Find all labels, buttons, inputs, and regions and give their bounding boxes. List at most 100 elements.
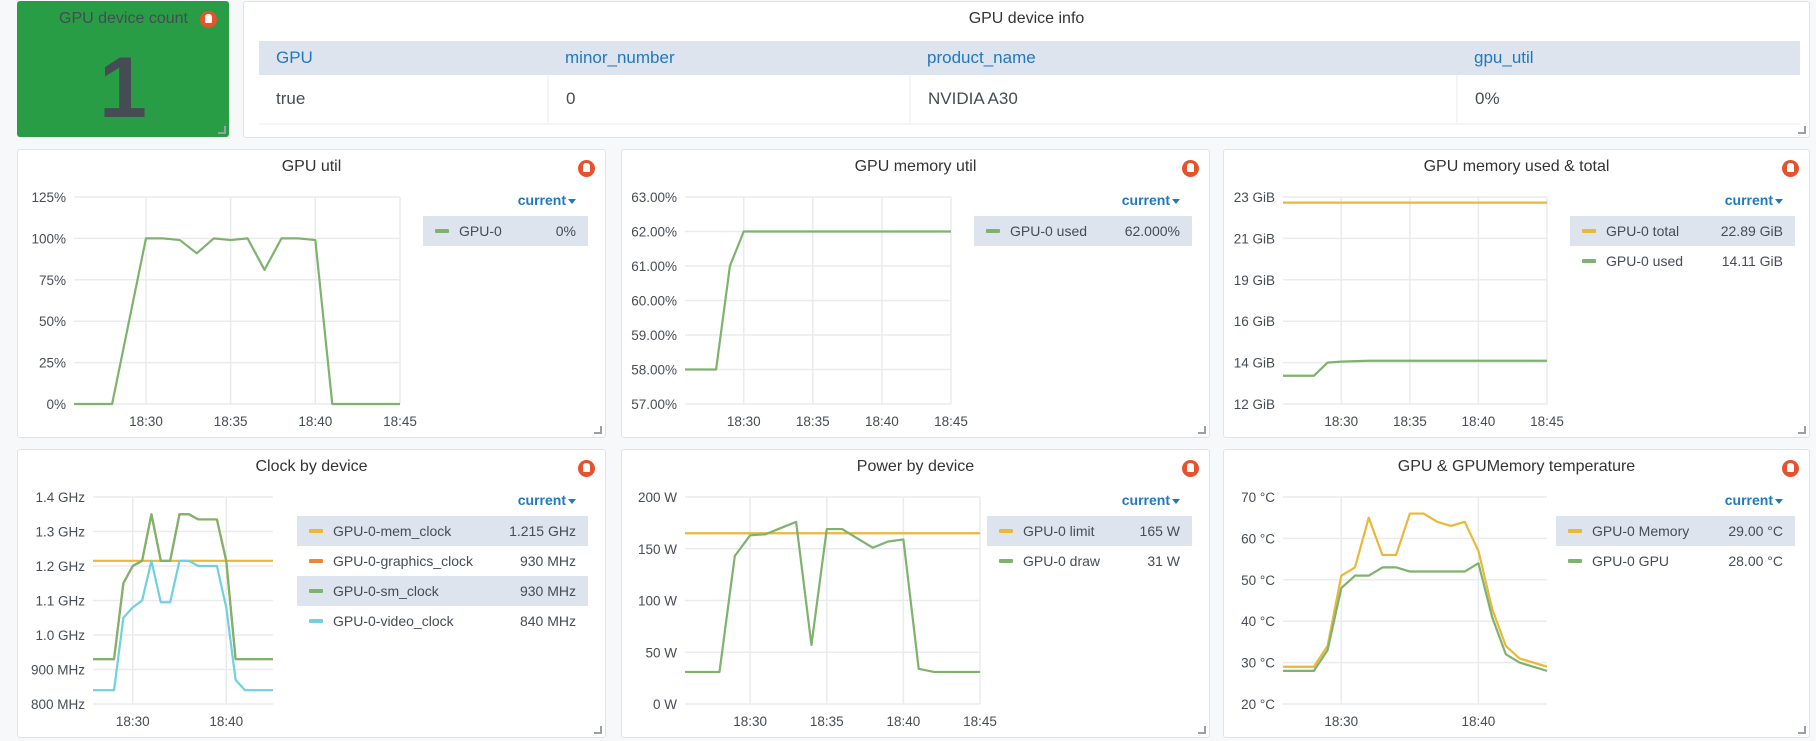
legend-series-name: GPU-0-video_clock xyxy=(333,613,454,629)
legend-item-gpu-0-draw[interactable]: GPU-0 draw 31 W xyxy=(987,546,1192,576)
y-tick-label: 60 °C xyxy=(1241,531,1275,546)
column-header-product-name[interactable]: product_name xyxy=(910,41,1457,75)
y-tick-label: 1.2 GHz xyxy=(35,559,85,574)
column-header-gpu-util[interactable]: gpu_util xyxy=(1457,41,1800,75)
legend-series-name: GPU-0 limit xyxy=(1023,523,1095,539)
y-tick-label: 61.00% xyxy=(631,259,677,274)
resize-handle-icon[interactable] xyxy=(1198,426,1206,434)
gpu-memory-util-panel: GPU memory util 57.00% 58.00% 59.00% 60.00%… xyxy=(621,149,1210,438)
resize-handle-icon[interactable] xyxy=(218,126,226,134)
legend-series-name: GPU-0 GPU xyxy=(1592,553,1670,569)
series-color-swatch[interactable] xyxy=(999,529,1013,533)
gpu-device-info-panel: GPU device info GPU minor_number product… xyxy=(243,1,1810,138)
series-color-swatch[interactable] xyxy=(1582,229,1596,233)
legend-series-name: GPU-0-mem_clock xyxy=(333,523,452,539)
column-header-minor-number[interactable]: minor_number xyxy=(548,41,910,75)
y-tick-label: 1.3 GHz xyxy=(35,525,85,540)
series-color-swatch[interactable] xyxy=(435,229,449,233)
series-line-gpu-0-sm-clock xyxy=(93,513,273,661)
resize-handle-icon[interactable] xyxy=(1198,726,1206,734)
legend-series-name: GPU-0 used xyxy=(1606,253,1684,269)
chart-plot: 800 MHz 900 MHz 1.0 GHz 1.1 GHz 1.2 GHz 1.3 G… xyxy=(31,490,273,729)
y-tick-label: 62.00% xyxy=(631,225,677,240)
legend: current GPU-0 Memory 29.00 °C GPU-0 GPU … xyxy=(1556,492,1795,576)
prometheus-icon xyxy=(1182,460,1199,477)
legend-item-gpu-0[interactable]: GPU-0 0% xyxy=(423,216,588,246)
resize-handle-icon[interactable] xyxy=(1798,726,1806,734)
series-color-swatch[interactable] xyxy=(309,619,323,623)
prometheus-icon xyxy=(1182,160,1199,177)
x-tick-label: 18:40 xyxy=(865,414,899,429)
panel-title: Power by device xyxy=(856,458,975,475)
legend-item-gpu-0-memory[interactable]: GPU-0 Memory 29.00 °C xyxy=(1556,516,1795,546)
x-tick-label: 18:45 xyxy=(1530,414,1564,429)
legend-item-gpu-0-gpu[interactable]: GPU-0 GPU 28.00 °C xyxy=(1556,546,1795,576)
y-tick-label: 100% xyxy=(31,231,66,246)
series-line-gpu-0-video-clock xyxy=(93,559,273,692)
panel-title: Clock by device xyxy=(255,458,368,475)
series-color-swatch[interactable] xyxy=(309,529,323,533)
resize-handle-icon[interactable] xyxy=(1798,126,1806,134)
y-tick-label: 50 W xyxy=(645,645,677,660)
y-tick-label: 30 °C xyxy=(1241,656,1275,671)
series-line-gpu-0 xyxy=(74,237,400,406)
series-color-swatch[interactable] xyxy=(309,559,323,563)
series-color-swatch[interactable] xyxy=(1568,529,1582,533)
y-tick-label: 150 W xyxy=(638,542,677,557)
legend-item-gpu-0-video-clock[interactable]: GPU-0-video_clock 840 MHz xyxy=(297,606,588,636)
legend-sort-current[interactable]: current xyxy=(1570,192,1795,216)
series-color-swatch[interactable] xyxy=(1582,259,1596,263)
gpu-memory-used-total-panel: GPU memory used & total 12 GiB 14 GiB 16 G… xyxy=(1223,149,1810,438)
y-tick-label: 100 W xyxy=(638,594,677,609)
legend-current-value: 930 MHz xyxy=(519,583,576,599)
legend-item-gpu-0-used[interactable]: GPU-0 used 14.11 GiB xyxy=(1570,246,1795,276)
legend-current-value: 840 MHz xyxy=(519,613,576,629)
legend-item-gpu-0-limit[interactable]: GPU-0 limit 165 W xyxy=(987,516,1192,546)
series-color-swatch[interactable] xyxy=(999,559,1013,563)
series-line-gpu-0-draw xyxy=(685,520,980,674)
legend-sort-current[interactable]: current xyxy=(297,492,588,516)
stat-value: 1 xyxy=(99,40,147,136)
legend-series-name: GPU-0 Memory xyxy=(1592,523,1690,539)
series-color-swatch[interactable] xyxy=(986,229,1000,233)
x-tick-label: 18:40 xyxy=(209,714,243,729)
legend-item-gpu-0-sm-clock[interactable]: GPU-0-sm_clock 930 MHz xyxy=(297,576,588,606)
x-tick-label: 18:35 xyxy=(1393,414,1427,429)
series-line-gpu-0-gpu xyxy=(1283,562,1548,672)
legend-current-value: 62.000% xyxy=(1124,223,1180,239)
y-tick-label: 60.00% xyxy=(631,294,677,309)
y-tick-label: 19 GiB xyxy=(1234,273,1275,288)
y-tick-label: 58.00% xyxy=(631,363,677,378)
resize-handle-icon[interactable] xyxy=(1798,426,1806,434)
series-line-gpu-0-used xyxy=(685,230,951,371)
legend-sort-current[interactable]: current xyxy=(423,192,588,216)
legend-item-gpu-0-used[interactable]: GPU-0 used 62.000% xyxy=(974,216,1192,246)
prometheus-icon xyxy=(1782,460,1799,477)
series-color-swatch[interactable] xyxy=(309,589,323,593)
gpu-temperature-panel: GPU & GPUMemory temperature 20 °C 30 °C 40… xyxy=(1223,449,1810,738)
y-tick-label: 200 W xyxy=(638,490,677,505)
chart-plot: 57.00% 58.00% 59.00% 60.00% 61.00% 62.00% 63.0… xyxy=(631,190,968,429)
clock-by-device-panel: Clock by device 800 MHz 900 MHz 1.0 GHz 1.1… xyxy=(17,449,606,738)
gpu-util-panel: GPU util 0% 25% 50% 75% 100% 125% 18:30 18:35 18… xyxy=(17,149,606,438)
chart-plot: 12 GiB 14 GiB 16 GiB 19 GiB 21 GiB 23 GiB 18:3… xyxy=(1234,190,1564,429)
y-tick-label: 0% xyxy=(46,397,66,412)
legend-sort-current[interactable]: current xyxy=(1556,492,1795,516)
y-tick-label: 900 MHz xyxy=(31,663,85,678)
legend: current GPU-0 used 62.000% xyxy=(974,192,1192,246)
legend-current-value: 1.215 GHz xyxy=(509,523,576,539)
resize-handle-icon[interactable] xyxy=(594,426,602,434)
x-tick-label: 18:30 xyxy=(129,414,163,429)
column-header-gpu[interactable]: GPU xyxy=(259,41,548,75)
y-tick-label: 1.4 GHz xyxy=(35,490,85,505)
legend-item-gpu-0-total[interactable]: GPU-0 total 22.89 GiB xyxy=(1570,216,1795,246)
legend-item-gpu-0-graphics-clock[interactable]: GPU-0-graphics_clock 930 MHz xyxy=(297,546,588,576)
legend-current-value: 930 MHz xyxy=(519,553,576,569)
series-color-swatch[interactable] xyxy=(1568,559,1582,563)
legend-item-gpu-0-mem-clock[interactable]: GPU-0-mem_clock 1.215 GHz xyxy=(297,516,588,546)
x-tick-label: 18:45 xyxy=(383,414,417,429)
legend-series-name: GPU-0 xyxy=(459,223,502,239)
legend-sort-current[interactable]: current xyxy=(987,492,1192,516)
legend-sort-current[interactable]: current xyxy=(974,192,1192,216)
resize-handle-icon[interactable] xyxy=(594,726,602,734)
